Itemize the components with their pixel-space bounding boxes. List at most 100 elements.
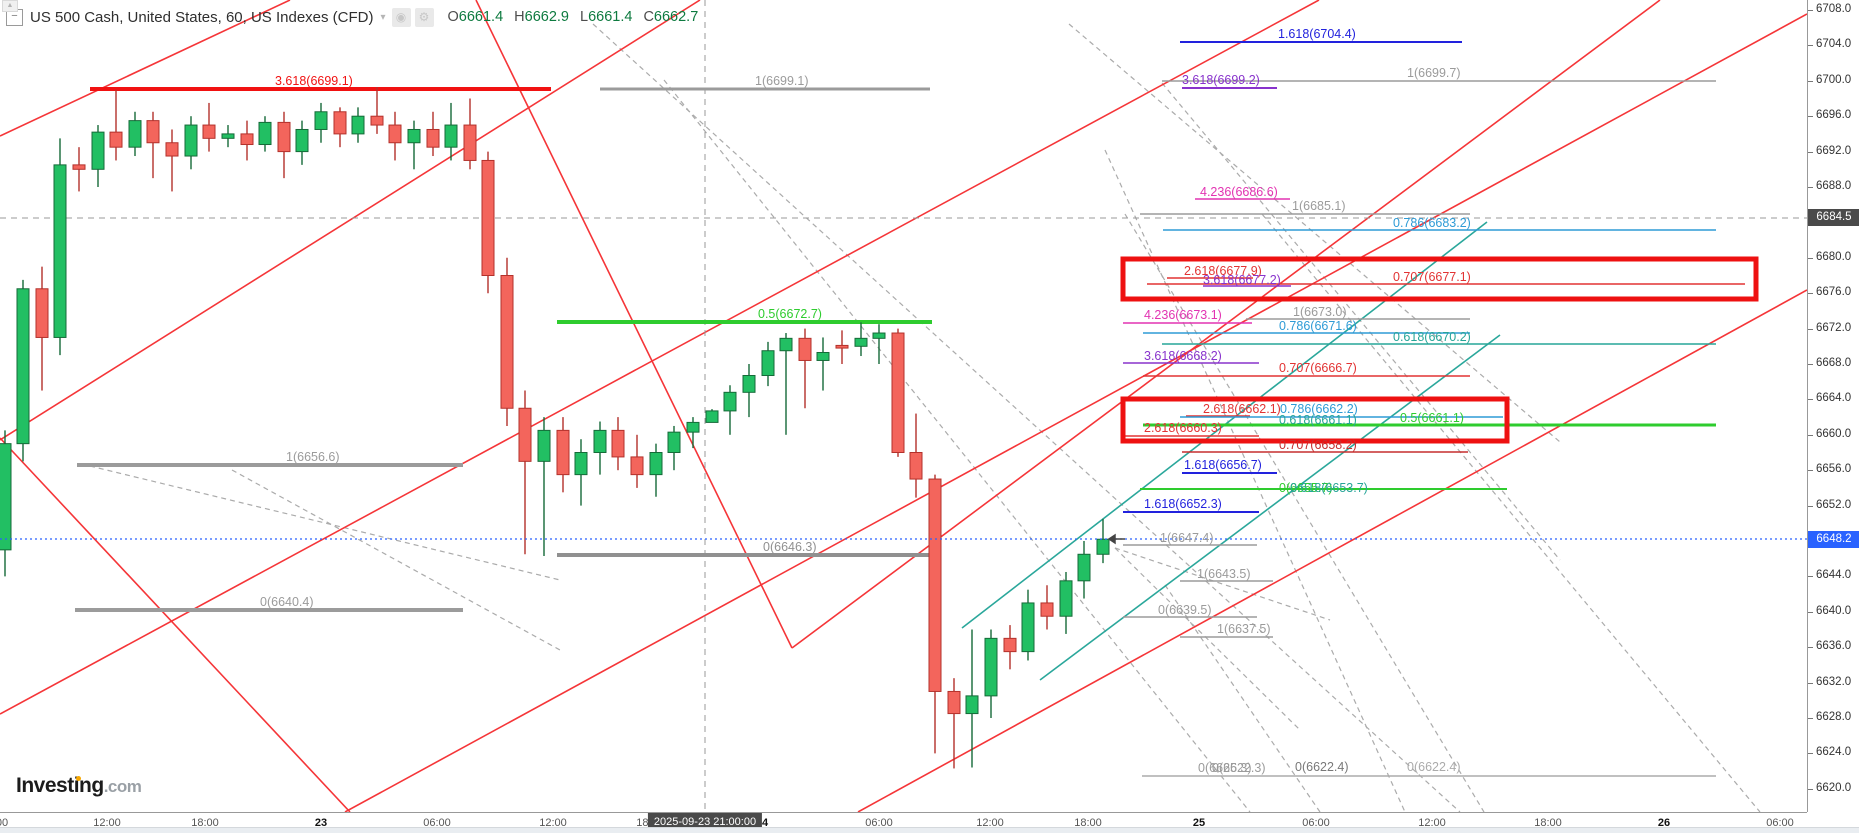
time-tick: 06:00	[1302, 817, 1330, 829]
fib-level-label: 1.618(6656.7)	[1184, 458, 1262, 472]
fib-level-label: 3.618(6677.2)	[1203, 273, 1281, 287]
candle-body	[705, 410, 719, 423]
scroll-up-icon[interactable]: ▲	[2, 0, 18, 12]
fib-level-label: 3.618(6699.2)	[1182, 73, 1260, 87]
settings-button[interactable]: ⚙	[414, 7, 434, 27]
candle-body	[426, 128, 440, 148]
candle-body	[816, 351, 830, 361]
red-channel-line	[0, 0, 291, 137]
candle-body	[277, 121, 291, 153]
candle-body	[872, 332, 886, 339]
red-channel-line	[344, 13, 1807, 812]
candle-body	[333, 111, 347, 135]
candle-body	[109, 131, 123, 148]
candle-body	[667, 431, 681, 453]
red-channel-line	[0, 0, 1320, 715]
chart-plot-svg: 3.618(6699.1) 1(6699.1) 0.5(6672.7) 0(6646.…	[0, 0, 1807, 812]
fib-level-label: 4.236(6686.6)	[1200, 185, 1278, 199]
candle-body	[649, 452, 663, 476]
candle-body	[984, 637, 998, 697]
fib-level-label: 0.707(6677.1)	[1393, 270, 1471, 284]
candle-body	[184, 124, 198, 157]
time-tick: 23	[314, 817, 328, 829]
candle-body	[947, 690, 961, 715]
candle-body	[761, 350, 775, 377]
candle-body	[481, 159, 495, 276]
fib-level-label: 3.618(6668.2)	[1144, 349, 1222, 363]
fib-level-label: 0(6622.4)	[1407, 760, 1461, 774]
ohlc-value: O6661.4	[447, 9, 504, 25]
time-tick: 12:00	[976, 817, 1004, 829]
red-channel-line	[857, 289, 1807, 812]
candle-body	[444, 124, 458, 148]
axis-corner	[1807, 812, 1859, 827]
candle-body	[370, 115, 384, 126]
candle-body	[1021, 602, 1035, 653]
fib-level-label: 1(6699.7)	[1407, 66, 1461, 80]
candle-body	[407, 128, 421, 144]
candle-body	[16, 288, 30, 445]
teal-channel-line	[1039, 334, 1501, 681]
time-tick: 18:00	[191, 817, 219, 829]
candle-body	[128, 120, 142, 148]
dashed-trendline	[1114, 547, 1301, 731]
candle-body	[518, 407, 532, 462]
time-tick: 18:00	[1534, 817, 1562, 829]
fib-level-label: 1(6643.5)	[1197, 567, 1251, 581]
candle-body	[537, 429, 551, 462]
time-tick: 12:00	[93, 817, 121, 829]
dashed-trendline	[1164, 584, 1321, 812]
dashed-trendline	[231, 469, 561, 651]
fib-level-label: 2.618(6662.1)	[1203, 402, 1281, 416]
logo-orange-dot-icon	[76, 776, 81, 781]
time-axis-badge: 2025-09-23 21:00:00	[647, 813, 763, 831]
dashed-trendline	[1114, 547, 1331, 621]
candle-body	[556, 429, 570, 476]
collapse-icon[interactable]: −	[6, 8, 23, 26]
highlight-box	[1120, 396, 1510, 444]
fib-level-label: 1.618(6652.3)	[1144, 497, 1222, 511]
candle-body	[835, 344, 849, 349]
candle-body	[909, 452, 923, 480]
last-value-arrow-icon	[1107, 533, 1125, 545]
fib-level-label: 1.618(6704.4)	[1278, 27, 1356, 41]
candle-body	[1003, 637, 1017, 653]
price-axis[interactable]: 6708.06704.06700.06696.06692.06688.06684…	[1807, 0, 1859, 812]
candle-body	[854, 337, 868, 347]
investing-logo: Investing.com	[16, 774, 142, 798]
candle-body	[53, 164, 67, 338]
ohlc-value: H6662.9	[514, 9, 569, 25]
candle-body	[165, 142, 179, 157]
snapshot-button[interactable]: ◉	[391, 7, 411, 27]
instrument-header: − US 500 Cash, United States, 60, US Ind…	[6, 6, 709, 28]
candle-body	[798, 337, 812, 361]
chart-canvas[interactable]: 3.618(6699.1) 1(6699.1) 0.5(6672.7) 0(6646.…	[0, 0, 1807, 812]
candle-body	[314, 111, 328, 130]
time-tick: 25	[1192, 817, 1206, 829]
candle-body	[463, 124, 477, 161]
candle-body	[1077, 553, 1091, 582]
candle-body	[742, 375, 756, 393]
candle-body	[258, 121, 272, 146]
candle-body	[611, 429, 625, 458]
candle-body	[574, 452, 588, 476]
candle-body	[221, 133, 235, 139]
red-channel-line	[0, 0, 701, 441]
time-tick: 12:00	[1418, 817, 1446, 829]
dashed-trendline	[1161, 82, 1561, 561]
fib-level-label: 0(6639.5)	[1158, 603, 1212, 617]
ohlc-value: C6662.7	[643, 9, 699, 25]
fib-level-label: 1(6647.4)	[1160, 531, 1214, 545]
candle-body	[91, 131, 105, 170]
candle-body	[240, 133, 254, 146]
logo-suffix-text: .com	[103, 777, 142, 796]
ohlc-value: L6661.4	[580, 9, 633, 25]
fib-level-label: 0(6625.3)	[1198, 761, 1252, 775]
chevron-down-icon[interactable]: ▾	[380, 11, 386, 23]
ohlc-readout: O6661.4 H6662.9 L6661.4 C6662.7	[448, 9, 710, 25]
candle-body	[1096, 538, 1110, 555]
fib-level-label: 1(6685.1)	[1292, 199, 1346, 213]
time-tick: 06:00	[423, 817, 451, 829]
candle-body	[593, 429, 607, 453]
fib-level-label: 0(6640.4)	[260, 595, 314, 609]
